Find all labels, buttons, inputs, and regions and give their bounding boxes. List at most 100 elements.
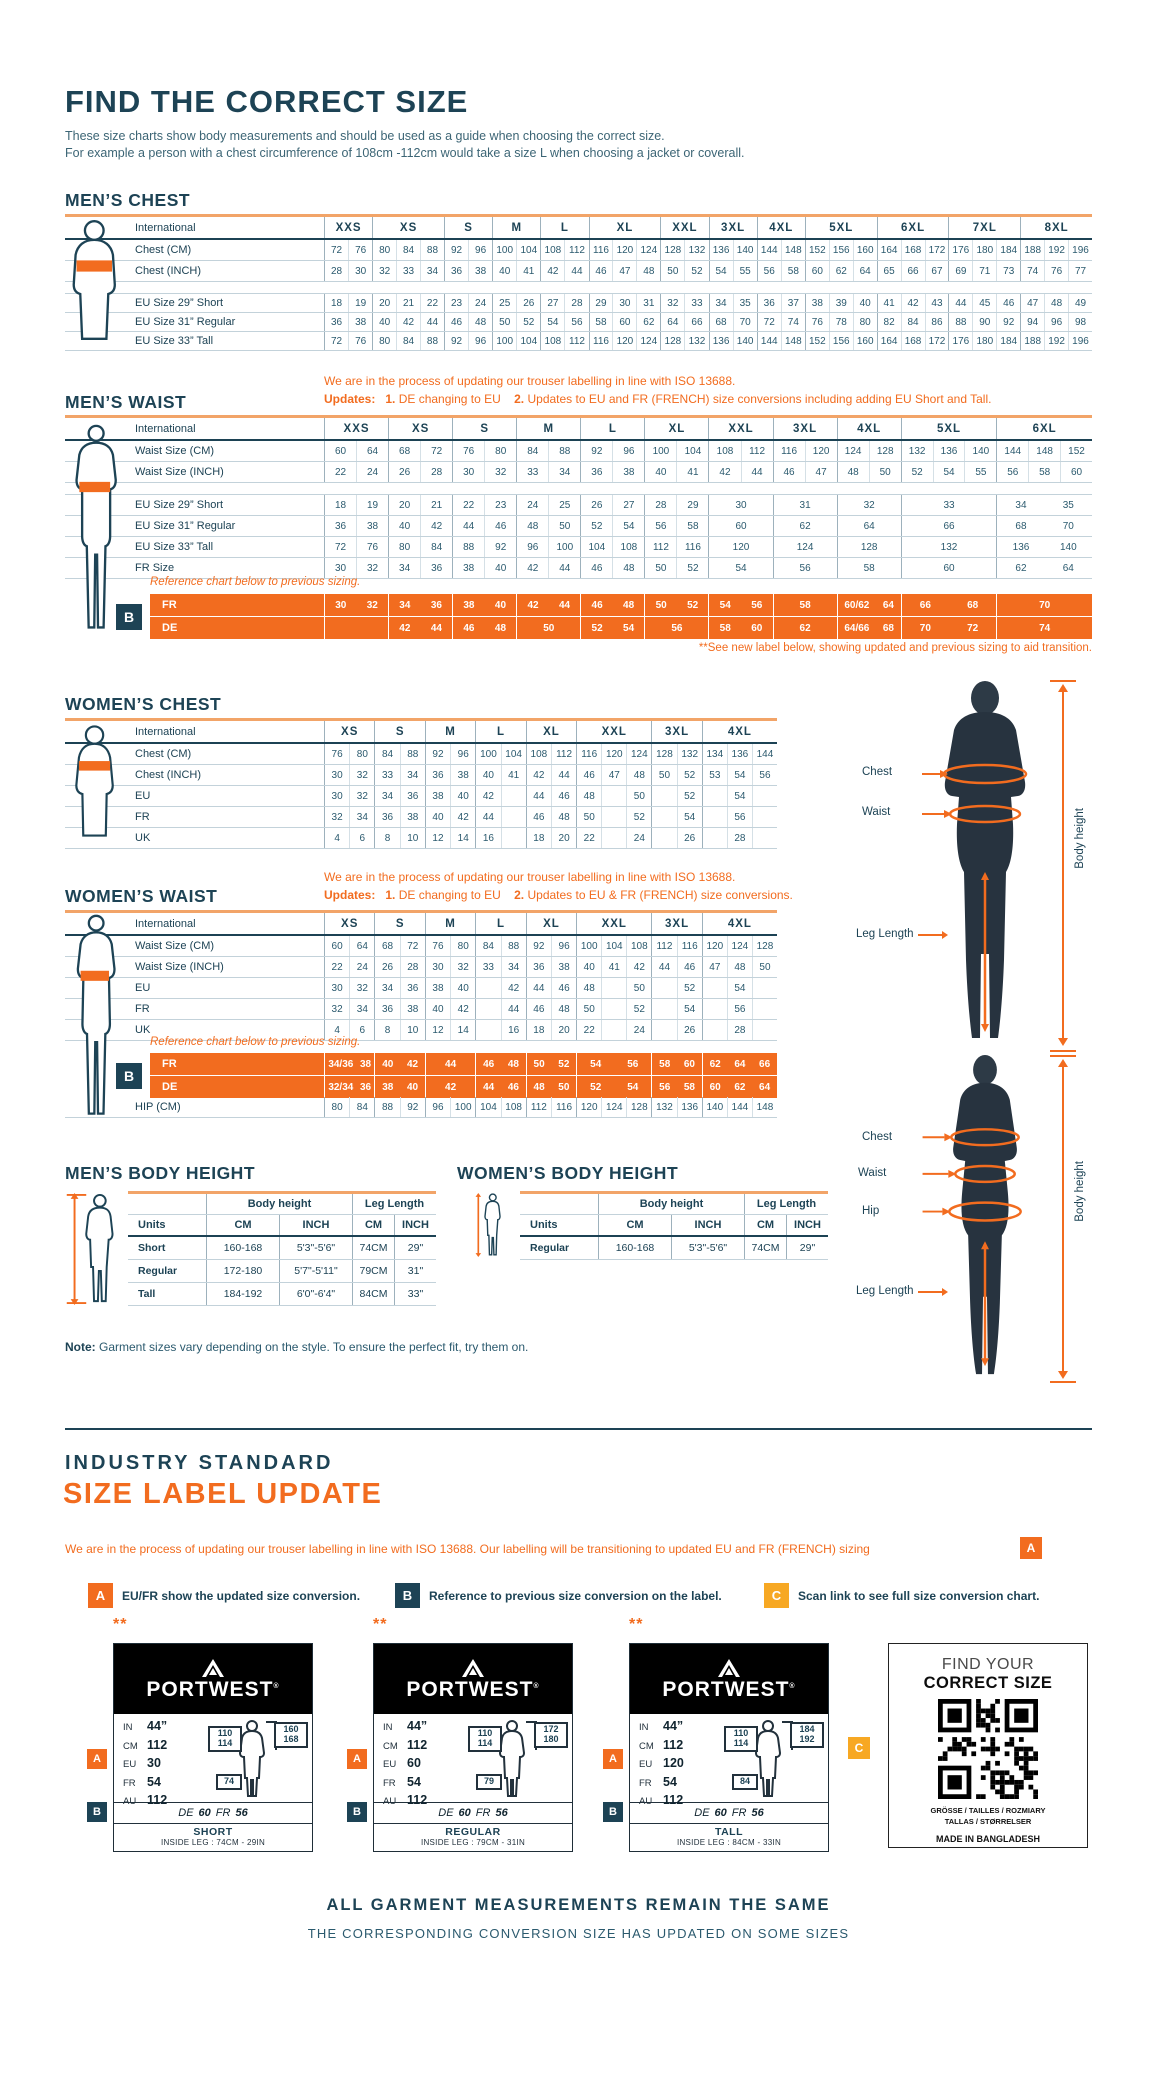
size-cell: 78 [828,313,853,331]
brand-header: PORTWEST® [114,1644,312,1714]
size-cell: 104 [601,936,626,956]
size-cell: 96 [1044,313,1068,331]
size-cell: 49 [1068,294,1092,312]
mens-body-height-figure-icon [66,1193,114,1305]
size-cell: 50 [658,769,671,781]
size-cell: 18 [330,297,343,309]
intro-line-2: For example a person with a chest circum… [65,146,745,160]
size-cell [703,999,727,1019]
size-cell: 58 [659,1058,671,1070]
size-cell: 42 [420,516,452,536]
size-col-group: 66 [900,516,997,536]
card-badge-b: B [603,1802,623,1822]
size-col-group: 44 46 [651,957,701,977]
size-cell: 80 [399,541,411,553]
size-col-group: 74 76 77 [1020,261,1092,281]
size-col-group: 28 30 [324,261,372,281]
size-cell: 38 [450,765,475,785]
size-col-group: 84 88 [475,936,525,956]
row-label: Chest (INCH) [135,265,202,277]
size-column-header: XS [324,913,374,934]
size-cell: 188 [1024,335,1042,347]
size-col-group: 30 32 [324,594,388,616]
size-cell: 50 [583,811,595,823]
size-cell [751,1020,777,1040]
size-col-group: 44 [475,999,525,1019]
size-col-group: 22 23 [452,495,516,515]
size-cell: 55 [732,261,757,281]
size-col-group: 42 44 [516,558,580,578]
size-cell: 70 [1062,520,1074,532]
size-cell [751,807,777,827]
size-col-group: 108 112 [540,332,588,350]
size-col-group: 25 26 [492,294,540,312]
size-cell: 27 [547,297,559,309]
row-label: DE [162,1081,178,1093]
size-cell: 120 [804,441,837,461]
size-col-group: 66 68 [900,594,997,616]
size-cell: 48 [626,765,651,785]
size-cell: 46 [783,466,795,478]
size-table: International XXS XS S M L XL XXL 3XL 4XL 5XL 6XL 7X… [65,214,1092,351]
size-column-header: 3XL [651,913,701,934]
size-col-group: 164 168 172 [876,240,949,260]
intro-text: These size charts show body measurements… [65,128,1045,162]
size-col-group: 48 50 [836,462,901,482]
size-col-group: 44 [424,1053,475,1075]
size-cell: 148 [780,332,805,350]
female-body-height-label: Body height [1074,1161,1086,1222]
inseam-size-box: 79 [476,1774,502,1790]
size-cell: 104 [480,1101,497,1113]
size-col-group: 60 62 64 [804,261,877,281]
size-cell: 56 [726,807,752,827]
size-cell: 88 [381,1101,394,1113]
size-cell: 34 [349,807,374,827]
size-cell: 116 [593,335,609,347]
size-col-group: 80 84 88 [372,240,444,260]
sub-header-row: Units CM INCH CM INCH [128,1215,436,1237]
waist-size-box: 110 114 [468,1726,502,1752]
size-cell: 36 [432,769,444,781]
size-col-group: 152 156 160 [804,332,877,350]
size-col-group: 8 10 [374,828,424,848]
size-column-header: XL [588,217,661,238]
size-col-group: 26 28 [388,462,452,482]
size-cell: 188 [1024,244,1042,256]
size-cell: 54 [726,978,752,998]
size-cell: 184 [996,332,1020,350]
size-cell: 112 [550,744,576,764]
female-figure-illustration [922,1054,1022,1375]
size-col-group: 23 24 [443,294,492,312]
size-cell: 80 [484,441,516,461]
size-cell: 180 [972,332,996,350]
value-cell: 5'7"-5'11" [279,1260,352,1282]
size-col-group: 116 120 124 [588,240,661,260]
size-cell: 64 [734,1058,746,1070]
size-cell: 40 [432,1003,444,1015]
size-cell: 48 [533,1081,545,1093]
size-col-group: 72 76 [324,537,388,557]
size-col-group: 33 34 [516,462,580,482]
size-cell: 46 [591,599,603,611]
body-height-arrow [1058,684,1068,1046]
size-cell: 36 [763,297,775,309]
size-cell: 180 [972,240,996,260]
unit-label: FR [383,1777,396,1789]
size-cell: 48 [623,599,635,611]
unit-value: 112 [407,1793,428,1807]
size-column-header: 4XL [836,418,901,439]
size-cell: 58 [719,622,731,634]
size-cell: 120 [601,744,626,764]
size-col-group: 40 42 [388,516,452,536]
size-cell: 88 [500,936,526,956]
size-cell: 90 [972,313,996,331]
size-cell: 120 [612,240,636,260]
size-cell: 33 [381,769,394,781]
row-label: Waist Size (INCH) [135,961,224,973]
size-col-group: 76 80 [324,744,374,764]
size-cell: 48 [527,520,539,532]
size-column-header: M [424,721,475,742]
size-cell: 62 [734,1081,746,1093]
size-cell: 56 [751,599,763,611]
body-height-arrow [1058,1059,1068,1379]
